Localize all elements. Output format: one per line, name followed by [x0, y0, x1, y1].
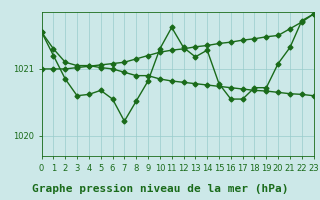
Text: Graphe pression niveau de la mer (hPa): Graphe pression niveau de la mer (hPa) — [32, 184, 288, 194]
